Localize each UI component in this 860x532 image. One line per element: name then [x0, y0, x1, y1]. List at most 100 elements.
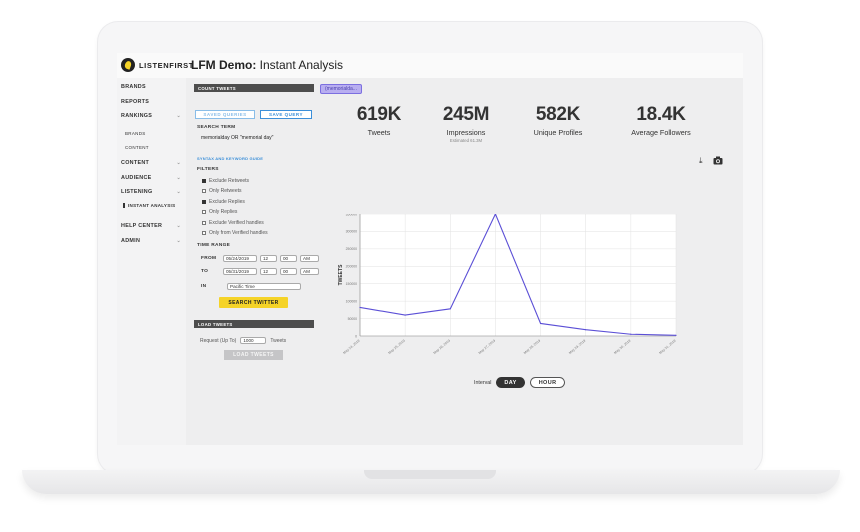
- stat-label: Average Followers: [631, 128, 691, 137]
- stat-impressions: 245M Impressions Estimated 61.3M: [421, 104, 511, 143]
- data-point: [539, 322, 542, 325]
- sidebar-item-brands[interactable]: BRANDS: [121, 84, 146, 90]
- stat-value: 245M: [442, 104, 490, 125]
- to-hour-select[interactable]: 12: [260, 268, 277, 275]
- sidebar-item-admin[interactable]: ADMIN ⌄: [121, 238, 181, 244]
- camera-icon[interactable]: [713, 156, 723, 167]
- y-tick-label: 350000: [346, 214, 357, 216]
- sidebar: BRANDS REPORTS RANKINGS ⌄ BRANDS CONTENT …: [117, 78, 186, 445]
- checkbox[interactable]: [202, 200, 206, 204]
- to-label: TO: [201, 269, 209, 274]
- from-minute-select[interactable]: 00: [280, 255, 297, 262]
- filter-exclude-replies[interactable]: Exclude Replies: [202, 199, 245, 205]
- sidebar-item-reports[interactable]: REPORTS: [121, 99, 150, 105]
- data-point: [675, 334, 677, 336]
- search-term-input[interactable]: memorialday OR "memorial day": [201, 135, 274, 141]
- data-point: [449, 308, 451, 310]
- load-tweets-button[interactable]: LOAD TWEETS: [224, 350, 283, 360]
- stat-unique-profiles: 582K Unique Profiles: [513, 104, 603, 137]
- sidebar-item-rankings[interactable]: RANKINGS ⌄: [121, 113, 181, 119]
- from-ampm-select[interactable]: AM: [300, 255, 319, 262]
- to-minute-select[interactable]: 00: [280, 268, 297, 275]
- x-tick-label: May 27, 2019: [478, 339, 496, 355]
- sidebar-subitem-brands[interactable]: BRANDS: [125, 131, 146, 136]
- syntax-guide-link[interactable]: SYNTAX AND KEYWORD GUIDE: [197, 156, 264, 161]
- filter-exclude-retweets[interactable]: Exclude Retweets: [202, 178, 249, 184]
- stat-value: 619K: [356, 104, 402, 125]
- sidebar-item-audience[interactable]: AUDIENCE ⌄: [121, 175, 181, 181]
- filters-label: FILTERS: [197, 167, 219, 172]
- tweets-suffix: Tweets: [270, 337, 287, 344]
- main-content: COUNT TWEETS SAVED QUERIES SAVE QUERY SE…: [186, 78, 743, 445]
- checkbox[interactable]: [202, 221, 206, 225]
- stat-subtext: Estimated 61.3M: [449, 138, 483, 143]
- checkbox[interactable]: [202, 210, 206, 214]
- save-query-button[interactable]: SAVE QUERY: [260, 110, 312, 119]
- request-count-select[interactable]: 1000: [240, 337, 267, 344]
- stat-label: Tweets: [367, 128, 391, 137]
- chevron-down-icon: ⌄: [176, 189, 181, 195]
- checkbox[interactable]: [202, 189, 206, 193]
- search-term-label: SEARCH TERM: [197, 125, 236, 130]
- brand-name: LISTENFIRST: [139, 60, 194, 70]
- chevron-down-icon: ⌄: [176, 223, 181, 229]
- interval-hour-button[interactable]: HOUR: [529, 377, 566, 388]
- stat-average-followers: 18.4K Average Followers: [616, 104, 706, 137]
- x-tick-label: May 24, 2019: [342, 339, 360, 355]
- y-tick-label: 100000: [346, 299, 357, 303]
- saved-queries-button[interactable]: SAVED QUERIES: [195, 110, 255, 119]
- from-date-input[interactable]: 05/24/2019: [223, 255, 257, 262]
- data-point: [359, 306, 361, 309]
- chevron-down-icon: ⌄: [176, 113, 181, 119]
- chevron-down-icon: ⌄: [176, 175, 181, 181]
- y-tick-label: 150000: [346, 282, 357, 286]
- filter-exclude-verified[interactable]: Exclude Verified handles: [202, 220, 264, 226]
- request-label: Request (Up To): [200, 337, 237, 344]
- query-tag[interactable]: (memorialda...: [320, 84, 362, 94]
- filter-only-retweets[interactable]: Only Retweets: [202, 188, 242, 194]
- y-tick-label: 0: [355, 334, 357, 338]
- in-label: IN: [201, 284, 207, 289]
- timezone-select[interactable]: Pacific Time: [227, 283, 301, 290]
- stat-value: 18.4K: [636, 104, 686, 125]
- sidebar-item-help-center[interactable]: HELP CENTER ⌄: [121, 223, 181, 229]
- to-ampm-select[interactable]: AM: [300, 268, 319, 275]
- laptop-notch: [364, 470, 496, 479]
- series-line: [359, 214, 677, 336]
- download-icon[interactable]: ⤓: [699, 156, 703, 165]
- interval-day-button[interactable]: DAY: [496, 377, 525, 388]
- data-point: [585, 329, 587, 331]
- sidebar-subitem-content[interactable]: CONTENT: [125, 145, 149, 150]
- top-bar: LISTENFIRST LFM Demo: Instant Analysis: [117, 53, 743, 78]
- stat-value: 582K: [535, 104, 581, 125]
- brand-logo[interactable]: LISTENFIRST: [121, 58, 194, 72]
- request-row: Request (Up To) 1000 Tweets: [200, 337, 286, 344]
- sidebar-item-content[interactable]: CONTENT ⌄: [121, 160, 181, 166]
- filter-only-replies[interactable]: Only Replies: [202, 209, 237, 215]
- from-hour-select[interactable]: 12: [260, 255, 277, 262]
- x-tick-label: May 26, 2019: [433, 339, 451, 355]
- chevron-down-icon: ⌄: [176, 160, 181, 166]
- interval-label: Interval: [474, 379, 492, 386]
- checkbox[interactable]: [202, 179, 206, 183]
- interval-control: Interval DAY HOUR: [474, 377, 566, 388]
- to-date-input[interactable]: 05/31/2019: [223, 268, 257, 275]
- load-tweets-panel: LOAD TWEETS: [194, 320, 314, 328]
- sidebar-item-instant-analysis[interactable]: INSTANT ANALYSIS: [123, 203, 183, 208]
- checkbox[interactable]: [202, 231, 206, 235]
- load-tweets-header: LOAD TWEETS: [194, 320, 314, 328]
- y-tick-label: 300000: [346, 230, 357, 234]
- time-range-label: TIME RANGE: [197, 243, 231, 248]
- data-point: [630, 333, 632, 335]
- plot-area: [360, 214, 676, 336]
- x-tick-label: May 25, 2019: [387, 339, 405, 355]
- page-title: LFM Demo: Instant Analysis: [191, 58, 343, 72]
- from-label: FROM: [201, 256, 217, 261]
- x-tick-label: May 29, 2019: [568, 339, 586, 355]
- search-twitter-button[interactable]: SEARCH TWITTER: [219, 297, 288, 308]
- logo-icon: [121, 58, 135, 72]
- stat-label: Unique Profiles: [533, 128, 583, 137]
- filter-only-verified[interactable]: Only from Verified handles: [202, 230, 268, 236]
- sidebar-item-listening[interactable]: LISTENING ⌄: [121, 189, 181, 195]
- y-tick-label: 50000: [348, 317, 358, 321]
